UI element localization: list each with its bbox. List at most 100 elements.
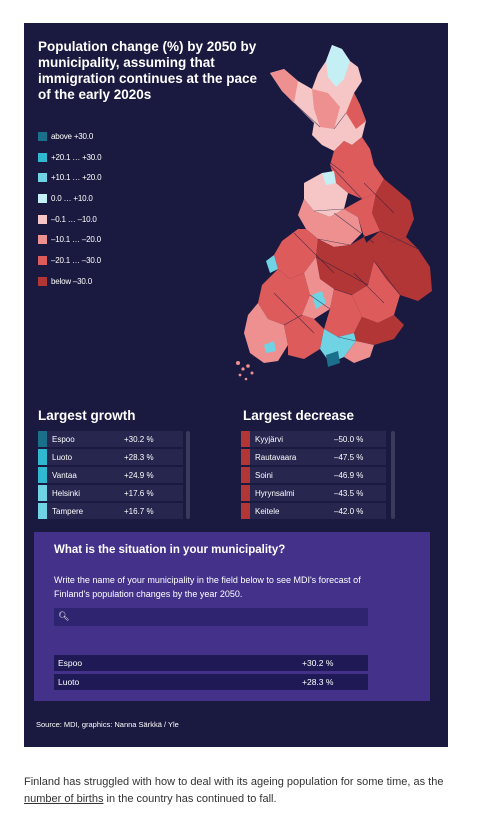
ranking-value: –50.0 % <box>334 434 364 444</box>
legend-label: –10.1 … –20.0 <box>51 235 101 245</box>
largest-growth-table: Espoo +30.2 % Luoto +28.3 % Vantaa +24.9 % Hel… <box>38 430 198 520</box>
article-text-after: in the country has continued to fall. <box>103 793 277 805</box>
ranking-color-marker <box>38 449 47 465</box>
legend-item: +20.1 … +30.0 <box>38 147 102 168</box>
map-region-oulu-city <box>322 171 336 185</box>
infographic-card: Population change (%) by 2050 by municip… <box>24 23 448 747</box>
result-name: Luoto <box>58 677 80 687</box>
map-region-kymenlaakso <box>344 341 374 363</box>
ranking-value: –42.0 % <box>334 506 364 516</box>
municipality-lookup-panel: What is the situation in your municipali… <box>34 532 430 701</box>
legend-item: below –30.0 <box>38 271 101 292</box>
legend-label: 0.0 … +10.0 <box>51 193 93 203</box>
births-link[interactable]: number of births <box>24 793 104 805</box>
map-region-southwest <box>244 303 288 363</box>
ranking-row-background <box>241 503 386 519</box>
map-region-south-karelia <box>354 315 404 345</box>
map-region-satakunta <box>258 269 310 325</box>
ranking-row: Rautavaara –47.5 % <box>241 448 401 466</box>
result-value: +28.3 % <box>302 677 334 687</box>
result-row[interactable]: Espoo +30.2 % <box>54 655 368 671</box>
map-region-north-karelia <box>366 231 432 301</box>
largest-decrease-title: Largest decrease <box>243 408 355 423</box>
map-region-ostrobothnia-coast <box>266 255 278 273</box>
legend-item: –10.1 … –20.0 <box>38 229 101 250</box>
ranking-municipality: Keitele <box>255 506 280 516</box>
ranking-row-background <box>38 503 183 519</box>
result-row[interactable]: Luoto +28.3 % <box>54 674 368 690</box>
finland-choropleth-map[interactable] <box>234 33 452 393</box>
legend-item: +10.1 … +20.0 <box>38 167 102 188</box>
ranking-municipality: Tampere <box>52 506 84 516</box>
ranking-row-background <box>38 431 183 447</box>
article-paragraph: Finland has struggled with how to deal w… <box>24 774 464 808</box>
ranking-municipality: Rautavaara <box>255 452 297 462</box>
legend-swatch <box>38 131 47 141</box>
ranking-row: Keitele –42.0 % <box>241 502 401 520</box>
map-region-pirkanmaa <box>302 257 334 319</box>
map-region-ostrobothnia <box>274 229 318 279</box>
ranking-color-marker <box>241 485 250 501</box>
ranking-value: –43.5 % <box>334 488 364 498</box>
ranking-color-marker <box>241 449 250 465</box>
legend-label: –0.1 … –10.0 <box>51 214 97 224</box>
ranking-color-marker <box>241 503 250 519</box>
decrease-scrollbar[interactable] <box>391 431 395 519</box>
source-credit: Source: MDI, graphics: Nanna Särkkä / Yl… <box>36 720 179 729</box>
search-icon: 🔍︎ <box>58 611 70 621</box>
ranking-row-background <box>241 467 386 483</box>
ranking-value: +17.6 % <box>124 488 154 498</box>
legend-label: +20.1 … +30.0 <box>51 152 102 162</box>
ranking-row-background <box>241 431 386 447</box>
map-region-lapland-west <box>270 69 298 103</box>
ranking-row: Hyrynsalmi –43.5 % <box>241 484 401 502</box>
ranking-value: +30.2 % <box>124 434 154 444</box>
map-region-oulu-coast <box>304 173 348 217</box>
ranking-municipality: Helsinki <box>52 488 81 498</box>
ranking-row-background <box>38 485 183 501</box>
result-value: +30.2 % <box>302 658 334 668</box>
legend-swatch <box>38 255 47 265</box>
ranking-row: Espoo +30.2 % <box>38 430 198 448</box>
ranking-color-marker <box>241 467 250 483</box>
legend-swatch <box>38 235 47 245</box>
ranking-row: Tampere +16.7 % <box>38 502 198 520</box>
ranking-row: Helsinki +17.6 % <box>38 484 198 502</box>
map-region-turku <box>264 341 276 353</box>
lookup-description: Write the name of your municipality in t… <box>54 575 361 599</box>
article-text-before: Finland has struggled with how to deal w… <box>24 776 444 788</box>
legend-label: +10.1 … +20.0 <box>51 173 102 183</box>
ranking-row-background <box>38 467 183 483</box>
ranking-row-background <box>38 449 183 465</box>
map-region-hame <box>324 289 362 337</box>
result-name: Espoo <box>58 658 83 668</box>
map-region-savo <box>352 261 400 323</box>
ranking-row: Luoto +28.3 % <box>38 448 198 466</box>
ranking-color-marker <box>38 431 47 447</box>
map-region-uusimaa-west <box>284 315 324 359</box>
ranking-row: Soini –46.9 % <box>241 466 401 484</box>
legend-label: below –30.0 <box>51 276 92 286</box>
map-region-kainuu <box>372 179 414 243</box>
municipality-search-input[interactable]: 🔍︎ <box>54 608 368 626</box>
legend-label: –20.1 … –30.0 <box>51 255 101 265</box>
legend-swatch <box>38 276 47 286</box>
legend-item: –20.1 … –30.0 <box>38 250 101 271</box>
ranking-municipality: Hyrynsalmi <box>255 488 295 498</box>
legend-label: above +30.0 <box>51 131 94 141</box>
legend-swatch <box>38 214 47 224</box>
map-region-oulu-north <box>330 137 384 199</box>
lookup-title: What is the situation in your municipali… <box>54 544 286 556</box>
ranking-color-marker <box>241 431 250 447</box>
map-title: Population change (%) by 2050 by municip… <box>38 39 258 102</box>
ranking-color-marker <box>38 503 47 519</box>
legend-swatch <box>38 193 47 203</box>
ranking-value: +28.3 % <box>124 452 154 462</box>
map-region-central-east <box>344 193 380 237</box>
ranking-municipality: Soini <box>255 470 273 480</box>
ranking-row-background <box>241 485 386 501</box>
legend-item: 0.0 … +10.0 <box>38 188 101 209</box>
growth-scrollbar[interactable] <box>186 431 190 519</box>
ranking-municipality: Vantaa <box>52 470 77 480</box>
ranking-row: Kyyjärvi –50.0 % <box>241 430 401 448</box>
